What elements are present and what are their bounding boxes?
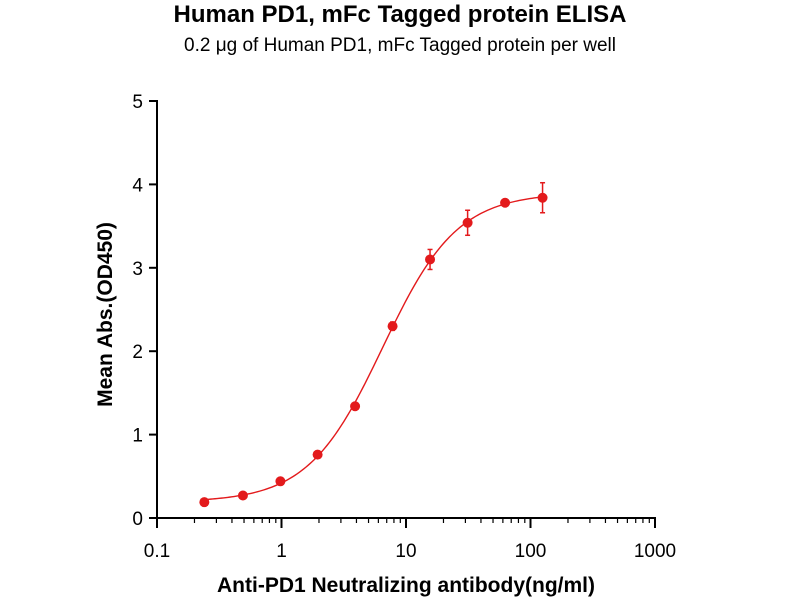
- fit-curve: [204, 196, 543, 501]
- data-point: [350, 401, 361, 412]
- x-tick-label: 100: [515, 541, 547, 562]
- x-tick-label: 1: [276, 541, 287, 562]
- data-point: [500, 197, 511, 208]
- x-tick-label: 1000: [634, 541, 676, 562]
- y-axis-label: Mean Abs.(OD450): [94, 222, 117, 407]
- data-point: [275, 476, 286, 487]
- x-tick-label: 10: [395, 541, 416, 562]
- y-tick-label: 0: [132, 509, 143, 530]
- y-tick-label: 1: [132, 426, 143, 447]
- data-points: [199, 192, 548, 508]
- x-tick-label: 0.1: [144, 541, 170, 562]
- y-tick-label: 4: [132, 175, 143, 196]
- y-tick-label: 3: [132, 259, 143, 280]
- tick-labels: 0 1 2 3 4 5 0.1 1 10 100 1000: [132, 92, 676, 562]
- x-axis-label: Anti-PD1 Neutralizing antibody(ng/ml): [217, 574, 595, 597]
- data-point: [387, 321, 398, 332]
- y-tick-label: 5: [132, 92, 143, 113]
- chart-title: Human PD1, mFc Tagged protein ELISA: [173, 1, 627, 28]
- data-point: [237, 490, 248, 501]
- y-tick-label: 2: [132, 342, 143, 363]
- data-point: [312, 449, 323, 460]
- tick-marks: [149, 100, 656, 528]
- data-point: [199, 497, 210, 508]
- data-point: [425, 254, 436, 265]
- chart-subtitle: 0.2 μg of Human PD1, mFc Tagged protein …: [184, 35, 616, 56]
- axes: [156, 100, 656, 519]
- error-bars: [201, 181, 546, 505]
- data-point: [537, 192, 548, 203]
- data-point: [462, 217, 473, 228]
